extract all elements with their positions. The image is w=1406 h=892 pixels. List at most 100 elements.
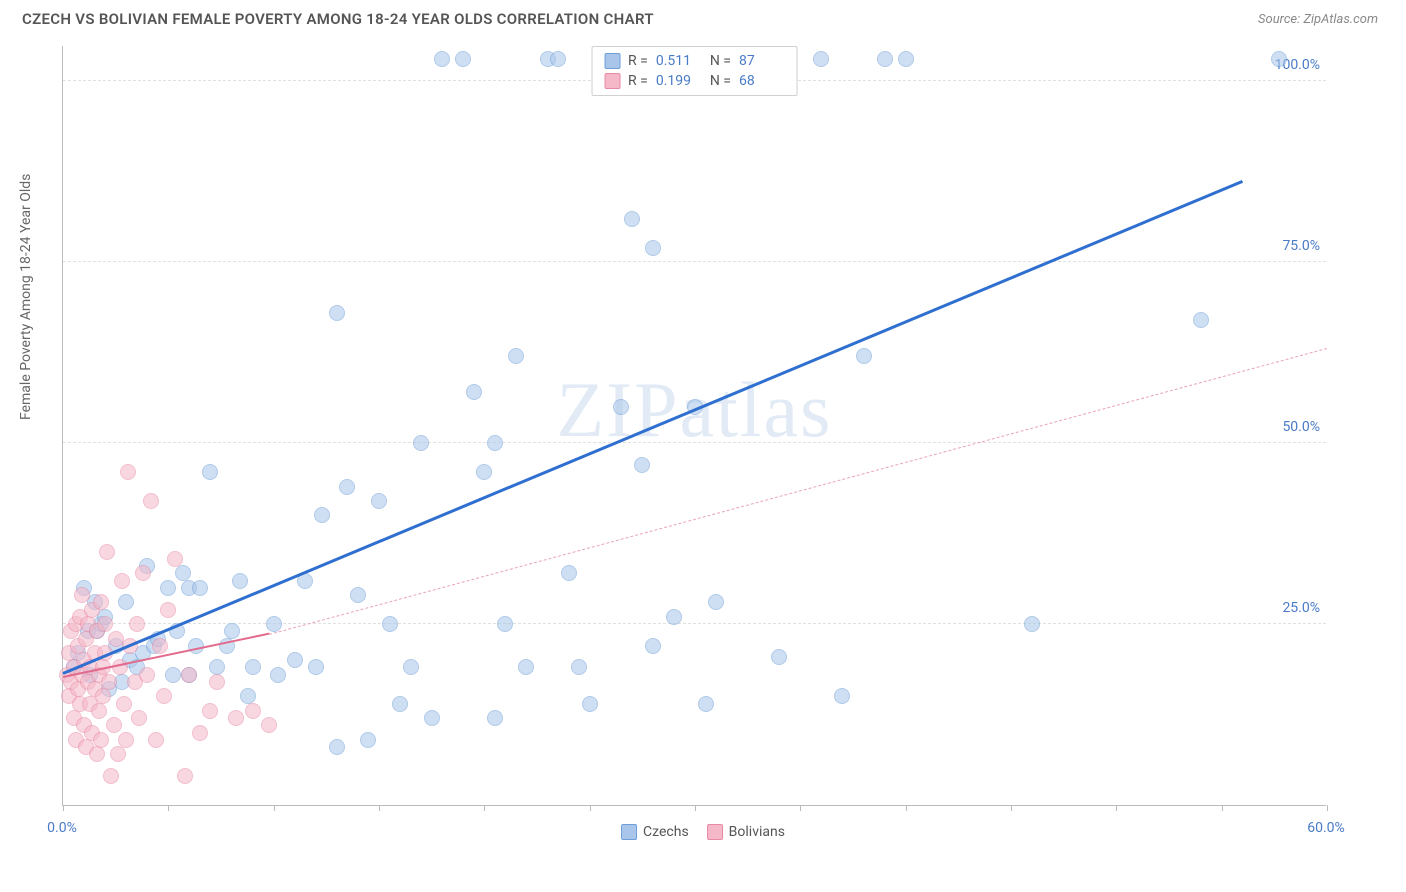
- legend-row: R = 0.199 N = 68: [604, 71, 785, 91]
- x-tick-label: 0.0%: [47, 820, 77, 836]
- data-point: [360, 732, 376, 748]
- data-point: [466, 384, 482, 400]
- data-point: [160, 602, 176, 618]
- data-point: [371, 493, 387, 509]
- data-point: [308, 659, 324, 675]
- data-point: [110, 746, 126, 762]
- data-point: [329, 305, 345, 321]
- data-point: [455, 51, 471, 67]
- legend-swatch: [604, 53, 620, 69]
- x-tick: [695, 805, 696, 811]
- data-point: [270, 667, 286, 683]
- data-point: [518, 659, 534, 675]
- data-point: [550, 51, 566, 67]
- series-legend: Czechs Bolivians: [621, 824, 785, 840]
- data-point: [424, 710, 440, 726]
- data-point: [834, 688, 850, 704]
- data-point: [139, 667, 155, 683]
- data-point: [152, 638, 168, 654]
- n-value: 68: [739, 73, 785, 89]
- data-point: [118, 732, 134, 748]
- data-point: [1271, 51, 1287, 67]
- data-point: [487, 710, 503, 726]
- data-point: [74, 587, 90, 603]
- data-point: [95, 688, 111, 704]
- data-point: [497, 616, 513, 632]
- data-point: [1193, 312, 1209, 328]
- x-tick: [1011, 805, 1012, 811]
- legend-item: Bolivians: [707, 824, 785, 840]
- chart-title: CZECH VS BOLIVIAN FEMALE POVERTY AMONG 1…: [22, 10, 654, 28]
- data-point: [624, 211, 640, 227]
- data-point: [116, 696, 132, 712]
- x-tick: [484, 805, 485, 811]
- data-point: [434, 51, 450, 67]
- data-point: [131, 710, 147, 726]
- data-point: [143, 493, 159, 509]
- data-point: [135, 565, 151, 581]
- data-point: [108, 631, 124, 647]
- data-point: [97, 616, 113, 632]
- x-tick: [274, 805, 275, 811]
- legend-label: Bolivians: [729, 824, 785, 840]
- data-point: [192, 725, 208, 741]
- r-value: 0.511: [656, 53, 702, 69]
- data-point: [181, 667, 197, 683]
- data-point: [103, 768, 119, 784]
- data-point: [245, 659, 261, 675]
- data-point: [508, 348, 524, 364]
- y-tick-label: 75.0%: [1282, 238, 1320, 254]
- r-label: R =: [628, 53, 648, 69]
- data-point: [224, 623, 240, 639]
- y-tick-label: 25.0%: [1282, 600, 1320, 616]
- data-point: [202, 703, 218, 719]
- x-tick: [1116, 805, 1117, 811]
- data-point: [1024, 616, 1040, 632]
- data-point: [228, 710, 244, 726]
- data-point: [261, 717, 277, 733]
- data-point: [856, 348, 872, 364]
- x-tick: [1327, 805, 1328, 811]
- legend-swatch: [621, 824, 637, 840]
- legend-item: Czechs: [621, 824, 689, 840]
- x-tick-label: 60.0%: [1307, 820, 1345, 836]
- x-tick: [379, 805, 380, 811]
- data-point: [571, 659, 587, 675]
- data-point: [476, 464, 492, 480]
- data-point: [287, 652, 303, 668]
- x-tick: [906, 805, 907, 811]
- x-tick: [63, 805, 64, 811]
- correlation-legend: R =0.511N =87R =0.199N =68: [591, 46, 798, 96]
- data-point: [413, 435, 429, 451]
- x-tick: [1222, 805, 1223, 811]
- data-point: [93, 594, 109, 610]
- y-axis-title: Female Poverty Among 18-24 Year Olds: [18, 174, 34, 420]
- data-point: [93, 732, 109, 748]
- data-point: [177, 768, 193, 784]
- data-point: [613, 399, 629, 415]
- data-point: [245, 703, 261, 719]
- data-point: [898, 51, 914, 67]
- gridline: [63, 261, 1326, 262]
- data-point: [192, 580, 208, 596]
- legend-label: Czechs: [643, 824, 689, 840]
- r-label: R =: [628, 73, 648, 89]
- gridline: [63, 442, 1326, 443]
- data-point: [118, 594, 134, 610]
- x-tick: [590, 805, 591, 811]
- scatter-plot-area: ZIPatlas R =0.511N =87R =0.199N =68 25.0…: [62, 46, 1326, 806]
- source-attribution: Source: ZipAtlas.com: [1258, 12, 1378, 27]
- n-label: N =: [710, 53, 731, 69]
- data-point: [339, 479, 355, 495]
- data-point: [666, 609, 682, 625]
- x-tick: [800, 805, 801, 811]
- data-point: [708, 594, 724, 610]
- data-point: [120, 464, 136, 480]
- data-point: [91, 703, 107, 719]
- n-label: N =: [710, 73, 731, 89]
- data-point: [106, 717, 122, 733]
- legend-swatch: [707, 824, 723, 840]
- data-point: [392, 696, 408, 712]
- data-point: [645, 240, 661, 256]
- r-value: 0.199: [656, 73, 702, 89]
